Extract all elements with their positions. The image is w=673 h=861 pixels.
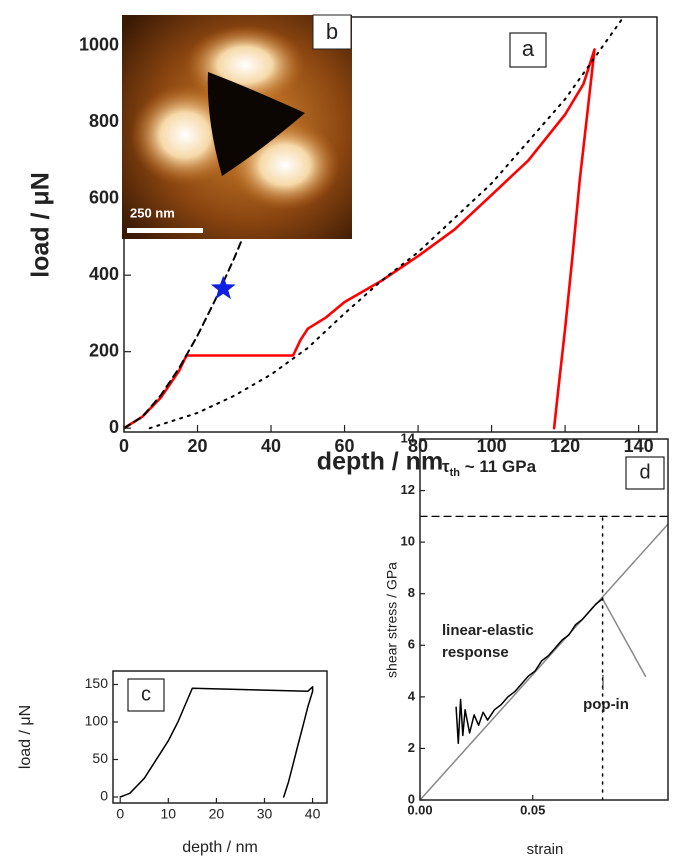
threshold-subscript: th bbox=[450, 467, 461, 479]
y-tick-label: 8 bbox=[408, 585, 415, 600]
panel-box bbox=[509, 32, 547, 68]
data-line bbox=[455, 598, 604, 745]
x-tick-label: 120 bbox=[550, 436, 580, 456]
x-tick-label: 0 bbox=[116, 806, 124, 822]
y-tick-label: 6 bbox=[408, 637, 415, 652]
threshold-value: ~ 11 GPa bbox=[460, 457, 537, 476]
data-line bbox=[124, 221, 250, 430]
y-tick-label: 1000 bbox=[79, 34, 119, 54]
x-tick-label: 10 bbox=[161, 806, 177, 822]
x-tick-label: 60 bbox=[335, 436, 355, 456]
threshold-symbol: τ bbox=[442, 457, 450, 476]
afm-inset: b 250 nm bbox=[122, 14, 352, 239]
x-tick-label: 0.00 bbox=[407, 802, 432, 817]
y-tick-label: 12 bbox=[401, 482, 415, 497]
x-tick-label: 140 bbox=[624, 436, 654, 456]
y-tick-label: 800 bbox=[89, 111, 119, 131]
y-tick-label: 14 bbox=[401, 430, 416, 445]
data-line bbox=[420, 523, 668, 800]
panel-label: c bbox=[141, 683, 151, 705]
y-tick-label: 400 bbox=[89, 264, 119, 284]
x-axis-title: depth / nm bbox=[182, 839, 258, 856]
panel-box bbox=[625, 456, 665, 490]
x-tick-label: 40 bbox=[261, 436, 281, 456]
annotation: linear-elastic bbox=[442, 622, 534, 639]
scale-bar-label: 250 nm bbox=[130, 205, 175, 220]
x-tick-label: 100 bbox=[477, 436, 507, 456]
x-axis-title: strain bbox=[527, 841, 564, 858]
y-tick-label: 0 bbox=[100, 788, 108, 804]
x-axis-title: depth / nm bbox=[317, 448, 443, 476]
x-tick-label: 20 bbox=[188, 436, 208, 456]
indent bbox=[207, 72, 305, 176]
plot-frame bbox=[419, 438, 669, 801]
plot-frame bbox=[112, 670, 328, 804]
y-tick-label: 150 bbox=[85, 675, 109, 691]
scale-bar bbox=[127, 228, 203, 233]
y-tick-label: 4 bbox=[408, 688, 416, 703]
y-tick-label: 200 bbox=[89, 340, 119, 360]
annotation: response bbox=[442, 644, 509, 661]
y-tick-label: 50 bbox=[92, 750, 108, 766]
x-tick-label: 80 bbox=[408, 436, 428, 456]
x-tick-label: 30 bbox=[257, 806, 273, 822]
y-tick-label: 10 bbox=[401, 534, 415, 549]
x-tick-label: 0.05 bbox=[520, 802, 545, 817]
y-tick-label: 2 bbox=[408, 740, 415, 755]
data-line bbox=[119, 686, 314, 798]
y-tick-label: 0 bbox=[408, 791, 415, 806]
x-tick-label: 20 bbox=[209, 806, 225, 822]
x-tick-label: 40 bbox=[305, 806, 321, 822]
y-axis-title: load / μN bbox=[17, 705, 34, 769]
y-tick-label: 100 bbox=[85, 713, 109, 729]
annotation: pop-in bbox=[583, 696, 629, 713]
panel-label: b bbox=[326, 19, 338, 44]
y-tick-label: 600 bbox=[89, 187, 119, 207]
y-axis-title: shear stress / GPa bbox=[384, 562, 400, 678]
panel-label: d bbox=[639, 461, 650, 483]
panel-box bbox=[312, 14, 352, 50]
x-tick-label: 0 bbox=[119, 436, 129, 456]
data-line bbox=[601, 598, 647, 677]
panel-box bbox=[127, 678, 165, 712]
panel-label: a bbox=[522, 36, 535, 61]
y-axis-title: load / μN bbox=[27, 172, 55, 278]
y-tick-label: 0 bbox=[109, 417, 119, 437]
threshold-label: τth ~ 11 GPa bbox=[442, 457, 537, 478]
star-marker bbox=[210, 275, 236, 300]
